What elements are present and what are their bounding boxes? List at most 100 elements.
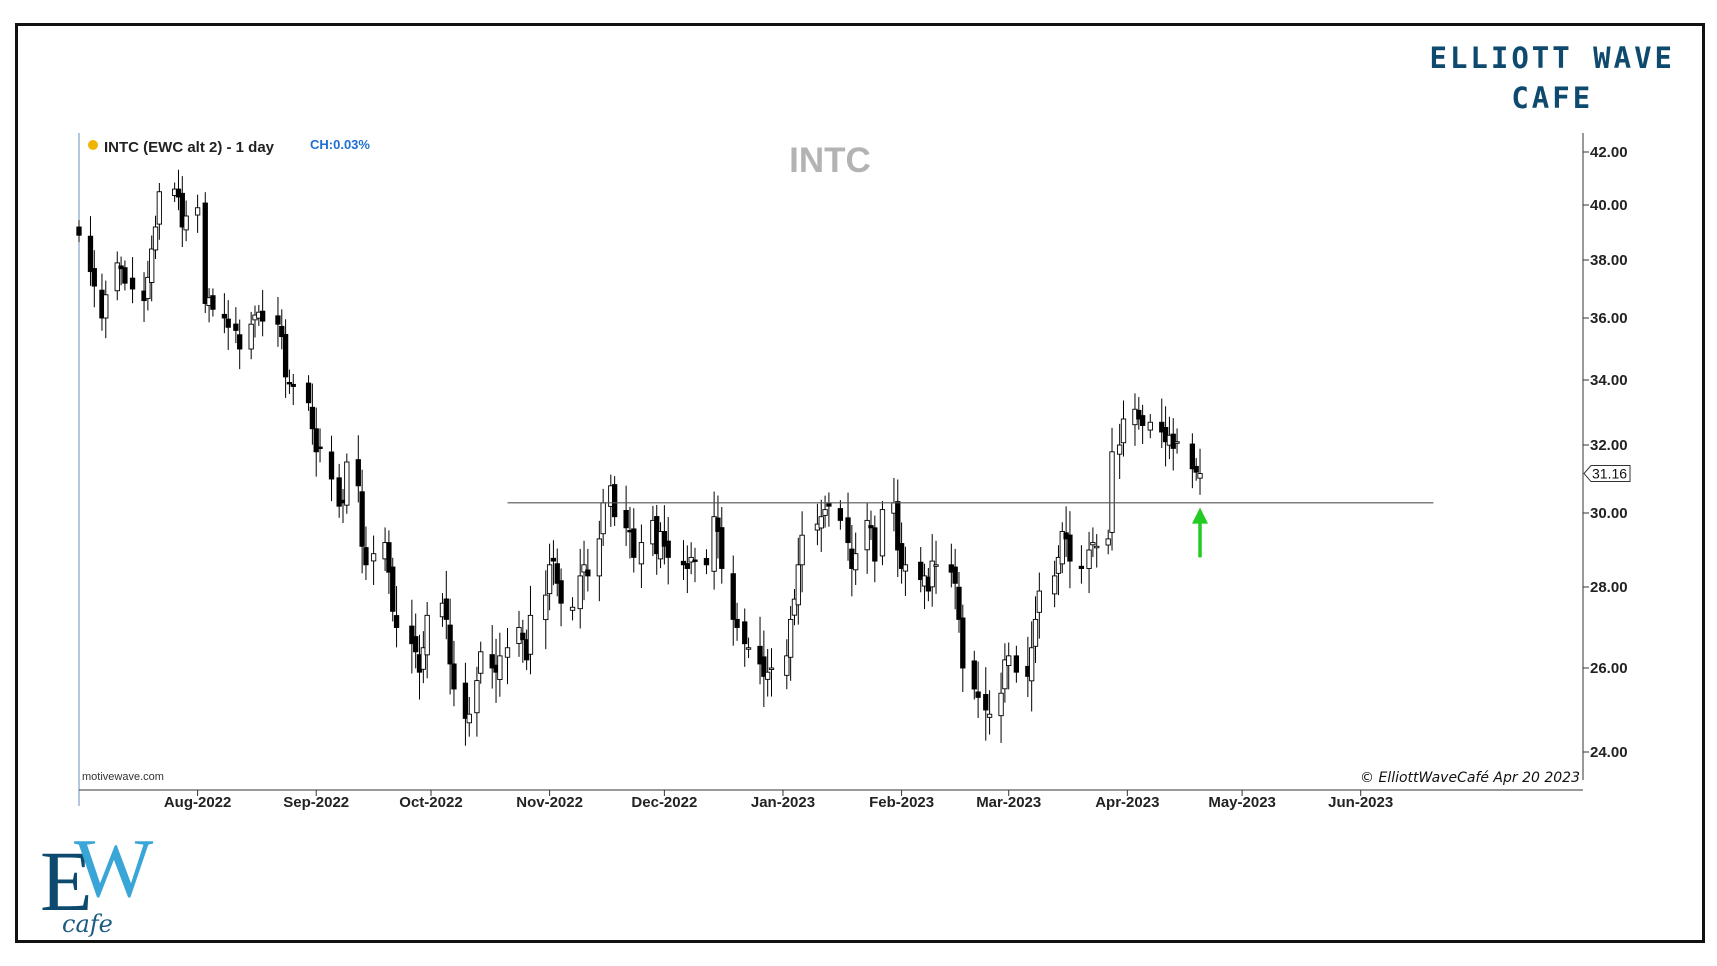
candle-body bbox=[998, 692, 1004, 717]
candle bbox=[183, 200, 189, 242]
candle bbox=[864, 503, 870, 574]
time-tick-label: Dec-2022 bbox=[631, 794, 697, 811]
candle bbox=[413, 613, 419, 669]
candle bbox=[719, 507, 725, 584]
brand-wordmark: ELLIOTT WAVE CAFE bbox=[1429, 38, 1675, 118]
candle bbox=[221, 293, 228, 334]
candle-body bbox=[918, 561, 924, 581]
candle bbox=[1162, 406, 1169, 467]
candle bbox=[451, 640, 457, 707]
candle bbox=[1174, 428, 1180, 454]
candle-body bbox=[1013, 655, 1020, 673]
candle-body bbox=[638, 542, 645, 565]
candle-body bbox=[1105, 538, 1111, 546]
candle-body bbox=[1059, 531, 1065, 565]
candle-body bbox=[156, 191, 162, 225]
candle bbox=[761, 630, 767, 708]
candle bbox=[409, 599, 415, 674]
candle-body bbox=[527, 614, 534, 655]
candle-body bbox=[1147, 421, 1153, 431]
candle-body bbox=[546, 564, 553, 595]
candle bbox=[474, 666, 480, 737]
candle bbox=[504, 627, 511, 685]
candle bbox=[929, 534, 935, 607]
candle-body bbox=[1197, 473, 1203, 479]
candle bbox=[1117, 423, 1123, 479]
ewcafe-logo: E W cafe bbox=[40, 832, 160, 938]
candle bbox=[1139, 404, 1146, 445]
candle-body bbox=[305, 382, 312, 404]
candle bbox=[684, 545, 690, 594]
candle-body bbox=[956, 586, 962, 620]
candle bbox=[975, 661, 981, 718]
candle-body bbox=[902, 564, 909, 572]
candle-body bbox=[370, 553, 377, 562]
candle-body bbox=[665, 540, 671, 558]
candle-body bbox=[520, 632, 526, 641]
candle bbox=[447, 598, 453, 695]
candle bbox=[279, 309, 285, 350]
candle-body bbox=[420, 647, 426, 670]
price-tick-label: 28.00 bbox=[1590, 579, 1628, 596]
candle-body bbox=[872, 527, 878, 562]
price-ticks: 42.00 40.00 38.00 36.00 34.00 32.00 30.00 28.00… bbox=[1583, 144, 1628, 761]
up-arrow-icon bbox=[1192, 507, 1209, 558]
candle-body bbox=[898, 543, 905, 569]
candle bbox=[600, 488, 606, 546]
candle-body bbox=[1006, 655, 1012, 667]
candle-body bbox=[202, 202, 208, 304]
candle bbox=[328, 435, 335, 502]
candle-body bbox=[853, 553, 859, 571]
candle-body bbox=[122, 267, 128, 284]
candle-body bbox=[1036, 590, 1042, 613]
candle-body bbox=[684, 563, 690, 569]
candle-body bbox=[986, 713, 993, 718]
candle-body bbox=[91, 268, 97, 287]
candle-body bbox=[474, 680, 480, 714]
candle bbox=[734, 602, 740, 641]
candle bbox=[1013, 645, 1020, 683]
candle-body bbox=[1109, 451, 1115, 533]
candle bbox=[554, 548, 560, 597]
candle-body bbox=[960, 617, 966, 669]
candle-body bbox=[344, 461, 350, 506]
candle-body bbox=[558, 580, 564, 604]
candle bbox=[895, 479, 901, 578]
candle bbox=[742, 608, 748, 667]
candle-body bbox=[451, 663, 457, 690]
candle bbox=[336, 463, 342, 518]
candle-body bbox=[194, 207, 201, 216]
price-tick-label: 40.00 bbox=[1590, 197, 1628, 214]
candle-body bbox=[76, 226, 82, 236]
change-label: CH:0.03% bbox=[310, 137, 370, 152]
price-tick-label: 24.00 bbox=[1590, 744, 1628, 761]
candle-body bbox=[1078, 565, 1085, 569]
source-label: motivewave.com bbox=[82, 771, 164, 783]
candle bbox=[1002, 643, 1008, 703]
candle bbox=[956, 572, 962, 633]
candle-body bbox=[715, 517, 721, 532]
candle-body bbox=[237, 334, 243, 350]
candle-body bbox=[225, 318, 231, 328]
candle bbox=[91, 250, 97, 308]
candle-body bbox=[971, 660, 977, 690]
candle-body bbox=[1139, 415, 1146, 426]
candle bbox=[703, 549, 710, 575]
time-tick-label: Oct-2022 bbox=[399, 794, 462, 811]
candle bbox=[420, 631, 426, 684]
candle bbox=[933, 540, 939, 594]
candle-body bbox=[569, 606, 576, 611]
candle-body bbox=[309, 406, 316, 430]
time-tick-label: Nov-2022 bbox=[516, 794, 583, 811]
candle-body bbox=[765, 671, 771, 680]
candle bbox=[520, 619, 526, 663]
candle bbox=[145, 260, 151, 311]
price-tick-label: 34.00 bbox=[1590, 372, 1628, 389]
candle bbox=[1036, 572, 1042, 639]
candle-body bbox=[1136, 409, 1142, 420]
candle-body bbox=[233, 323, 239, 331]
candle-body bbox=[554, 563, 560, 584]
candle bbox=[259, 290, 266, 337]
candle-body bbox=[983, 694, 989, 711]
